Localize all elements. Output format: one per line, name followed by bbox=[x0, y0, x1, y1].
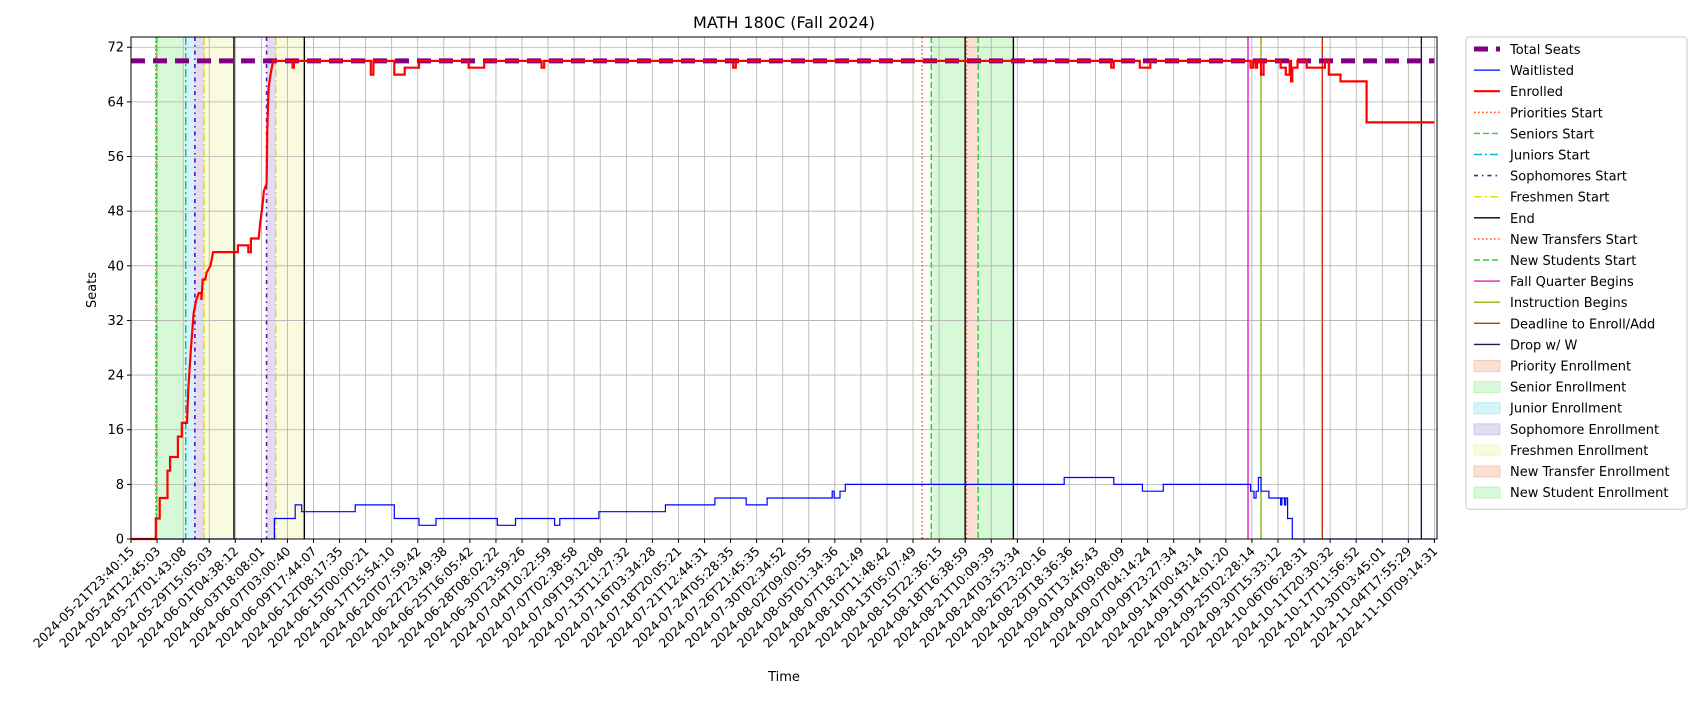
y-tick-label-4: 32 bbox=[107, 314, 124, 329]
y-axis-label: Seats bbox=[85, 272, 100, 308]
span-4-1 bbox=[275, 37, 305, 539]
legend-label-freshmen-enrollment: Freshmen Enrollment bbox=[1510, 444, 1648, 459]
legend-swatch-new-transfer-enrollment bbox=[1473, 465, 1501, 478]
y-tick-label-6: 48 bbox=[107, 205, 124, 220]
span-3-0 bbox=[194, 37, 204, 539]
legend: Total Seats Waitlisted Enrolled Priorities … bbox=[1465, 36, 1688, 510]
span-6-0 bbox=[931, 37, 966, 539]
series-enrolled bbox=[131, 59, 1435, 541]
span-0-0 bbox=[155, 37, 157, 539]
legend-label-instruction-begins: Instruction Begins bbox=[1510, 296, 1628, 311]
legend-label-new-transfer-enrollment: New Transfer Enrollment bbox=[1510, 465, 1670, 480]
legend-label-waitlisted: Waitlisted bbox=[1510, 64, 1574, 79]
legend-label-junior-enrollment: Junior Enrollment bbox=[1509, 402, 1622, 417]
legend-label-senior-enrollment: Senior Enrollment bbox=[1510, 381, 1626, 396]
legend-swatch-sophomore-enrollment bbox=[1473, 423, 1501, 436]
legend-label-juniors-start: Juniors Start bbox=[1509, 149, 1590, 164]
legend-swatch-priority-enrollment bbox=[1473, 360, 1501, 372]
legend-swatch-senior-enrollment bbox=[1473, 381, 1501, 394]
span-4-0 bbox=[203, 37, 234, 539]
legend-swatch-new-student-enrollment bbox=[1473, 486, 1501, 499]
plot-frame bbox=[130, 36, 1438, 540]
legend-label-freshmen-start: Freshmen Start bbox=[1510, 191, 1609, 206]
span-3-1 bbox=[266, 37, 276, 539]
legend-label-total-seats: Total Seats bbox=[1509, 43, 1581, 58]
y-tick-label-3: 24 bbox=[107, 369, 124, 384]
legend-label-seniors-start: Seniors Start bbox=[1510, 127, 1594, 142]
legend-label-priorities-start: Priorities Start bbox=[1510, 106, 1603, 121]
chart-title: MATH 180C (Fall 2024) bbox=[693, 13, 875, 32]
span-5-0 bbox=[966, 37, 979, 539]
legend-label-priority-enrollment: Priority Enrollment bbox=[1510, 360, 1631, 375]
legend-label-new-transfers-start: New Transfers Start bbox=[1510, 233, 1637, 248]
span-1-0 bbox=[156, 37, 186, 539]
legend-label-new-students-start: New Students Start bbox=[1510, 254, 1636, 269]
legend-label-sophomores-start: Sophomores Start bbox=[1510, 170, 1627, 185]
span-2-0 bbox=[185, 37, 195, 539]
y-tick-label-9: 72 bbox=[107, 41, 124, 56]
plot-area: 0816243240485664722024-05-21T23:40:15202… bbox=[30, 36, 1441, 651]
legend-label-end: End bbox=[1510, 212, 1535, 227]
y-tick-label-5: 40 bbox=[107, 259, 124, 274]
x-axis-label: Time bbox=[767, 670, 800, 685]
legend-label-deadline-to-enroll-add: Deadline to Enroll/Add bbox=[1510, 317, 1655, 332]
span-6-1 bbox=[978, 37, 1014, 539]
legend-swatch-junior-enrollment bbox=[1473, 402, 1501, 415]
y-tick-label-8: 64 bbox=[107, 95, 124, 110]
legend-swatch-freshmen-enrollment bbox=[1473, 444, 1501, 457]
legend-label-drop-w-w: Drop w/ W bbox=[1510, 338, 1578, 353]
y-tick-label-2: 16 bbox=[107, 423, 124, 438]
legend-label-enrolled: Enrolled bbox=[1510, 85, 1563, 100]
series-waitlisted bbox=[131, 476, 1435, 540]
legend-label-sophomore-enrollment: Sophomore Enrollment bbox=[1510, 423, 1659, 438]
legend-label-new-student-enrollment: New Student Enrollment bbox=[1510, 486, 1668, 501]
y-tick-label-0: 0 bbox=[116, 533, 124, 548]
legend-box bbox=[1465, 36, 1688, 510]
y-tick-label-7: 56 bbox=[107, 150, 124, 165]
y-tick-label-1: 8 bbox=[116, 478, 124, 493]
legend-label-fall-quarter-begins: Fall Quarter Begins bbox=[1510, 275, 1634, 290]
